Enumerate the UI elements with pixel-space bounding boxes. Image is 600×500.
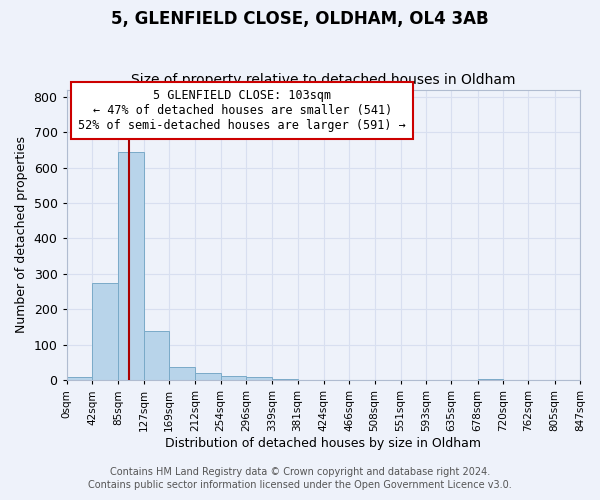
Bar xyxy=(478,378,503,380)
Bar xyxy=(92,283,118,380)
Bar xyxy=(195,373,221,380)
Text: 5, GLENFIELD CLOSE, OLDHAM, OL4 3AB: 5, GLENFIELD CLOSE, OLDHAM, OL4 3AB xyxy=(111,10,489,28)
Bar xyxy=(143,330,169,380)
X-axis label: Distribution of detached houses by size in Oldham: Distribution of detached houses by size … xyxy=(165,437,481,450)
Text: 5 GLENFIELD CLOSE: 103sqm
← 47% of detached houses are smaller (541)
52% of semi: 5 GLENFIELD CLOSE: 103sqm ← 47% of detac… xyxy=(79,90,406,132)
Bar xyxy=(67,378,92,380)
Bar xyxy=(118,152,143,380)
Bar xyxy=(272,378,298,380)
Bar xyxy=(169,367,195,380)
Bar xyxy=(246,378,272,380)
Y-axis label: Number of detached properties: Number of detached properties xyxy=(15,136,28,334)
Text: Contains HM Land Registry data © Crown copyright and database right 2024.
Contai: Contains HM Land Registry data © Crown c… xyxy=(88,467,512,490)
Bar xyxy=(221,376,246,380)
Title: Size of property relative to detached houses in Oldham: Size of property relative to detached ho… xyxy=(131,73,515,87)
